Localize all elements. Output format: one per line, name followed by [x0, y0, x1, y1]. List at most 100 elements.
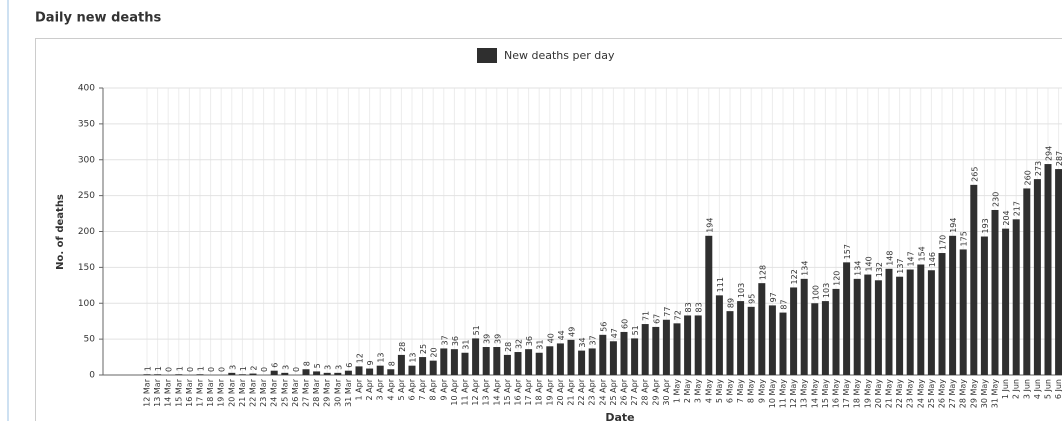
data-label: 1 [239, 366, 248, 371]
bar [429, 360, 437, 375]
data-label: 100 [811, 285, 820, 300]
data-label: 89 [727, 298, 736, 308]
data-label: 83 [684, 302, 693, 312]
bar [154, 374, 162, 375]
data-label: 51 [631, 325, 640, 335]
bar [1002, 228, 1010, 375]
x-tick-label: 13 Mar [153, 378, 162, 407]
data-label: 12 [356, 353, 365, 363]
x-tick-label: 28 May [959, 379, 968, 409]
data-label: 8 [303, 361, 312, 366]
data-label: 34 [578, 337, 587, 347]
data-label: 56 [599, 322, 608, 332]
bar [641, 324, 649, 375]
bar [175, 374, 183, 375]
bar [503, 354, 511, 375]
data-label: 111 [716, 277, 725, 292]
x-tick-label: 21 Apr [567, 378, 576, 405]
x-tick-label: 26 Mar [291, 378, 300, 407]
bar [249, 373, 257, 375]
chart-frame [35, 38, 1062, 421]
x-tick-label: 4 Jun [1033, 379, 1042, 399]
data-label: 194 [705, 218, 714, 233]
x-axis-label: Date [605, 411, 634, 421]
x-tick-label: 1 Apr [355, 378, 364, 400]
x-tick-label: 28 Mar [312, 378, 321, 407]
bar [1023, 188, 1031, 375]
data-label: 3 [334, 365, 343, 370]
data-label: 103 [822, 283, 831, 298]
x-tick-label: 6 Apr [408, 378, 417, 400]
bar [991, 209, 999, 375]
bar [450, 349, 458, 375]
chart-title: Daily new deaths [35, 11, 161, 26]
x-tick-label: 5 Jun [1044, 379, 1053, 399]
x-tick-label: 8 Apr [429, 378, 438, 400]
y-tick-label: 400 [78, 84, 95, 94]
bar [609, 341, 617, 375]
data-label: 204 [1002, 210, 1011, 225]
bar [768, 305, 776, 375]
data-label: 31 [536, 340, 545, 350]
bar [970, 184, 978, 375]
bar [737, 301, 745, 375]
data-label: 1 [175, 366, 184, 371]
data-label: 77 [663, 307, 672, 317]
bar [832, 288, 840, 375]
data-label: 217 [1013, 201, 1022, 216]
x-tick-label: 20 Mar [227, 378, 236, 407]
x-tick-label: 3 Jun [1022, 379, 1031, 399]
data-label: 3 [324, 365, 333, 370]
data-label: 273 [1034, 161, 1043, 176]
x-tick-label: 16 Mar [185, 378, 194, 407]
x-tick-label: 3 May [694, 379, 703, 403]
bar [440, 348, 448, 375]
x-tick-label: 30 Apr [662, 378, 671, 405]
bar [927, 270, 935, 375]
x-tick-label: 22 Apr [577, 378, 586, 405]
bar [525, 349, 533, 375]
bar [334, 372, 342, 375]
bar [1055, 169, 1062, 375]
x-tick-label: 1 Jun [1001, 379, 1010, 399]
data-label: 0 [186, 367, 195, 372]
data-label: 194 [949, 218, 958, 233]
data-label: 39 [493, 334, 502, 344]
bar [821, 301, 829, 375]
x-tick-label: 3 Apr [376, 378, 385, 400]
x-tick-label: 12 Mar [143, 378, 152, 407]
bar [694, 315, 702, 375]
data-label: 230 [992, 192, 1001, 207]
data-label: 170 [939, 235, 948, 250]
x-tick-label: 21 May [885, 379, 894, 409]
bar [631, 338, 639, 375]
bar [514, 352, 522, 375]
x-tick-label: 20 May [874, 379, 883, 409]
data-label: 36 [525, 336, 534, 346]
data-label: 25 [419, 344, 428, 354]
data-label: 157 [843, 244, 852, 259]
x-tick-label: 4 May [704, 379, 713, 403]
bar [917, 264, 925, 375]
data-label: 0 [165, 367, 174, 372]
x-tick-label: 22 May [895, 379, 904, 409]
y-tick-label: 350 [78, 119, 95, 129]
data-label: 28 [398, 342, 407, 352]
x-tick-label: 17 May [842, 379, 851, 409]
bar [715, 295, 723, 375]
data-label: 146 [928, 252, 937, 267]
data-label: 87 [780, 299, 789, 309]
data-label: 260 [1023, 170, 1032, 185]
bar [376, 365, 384, 375]
x-tick-label: 17 Apr [524, 378, 533, 405]
data-label: 140 [864, 256, 873, 271]
bar [906, 269, 914, 375]
bar [673, 323, 681, 375]
x-tick-label: 2 May [683, 379, 692, 403]
x-tick-label: 11 May [779, 379, 788, 409]
bar [578, 350, 586, 375]
bar [652, 326, 660, 375]
data-label: 2 [250, 365, 259, 370]
y-tick-label: 300 [78, 155, 95, 165]
x-tick-label: 27 May [948, 379, 957, 409]
